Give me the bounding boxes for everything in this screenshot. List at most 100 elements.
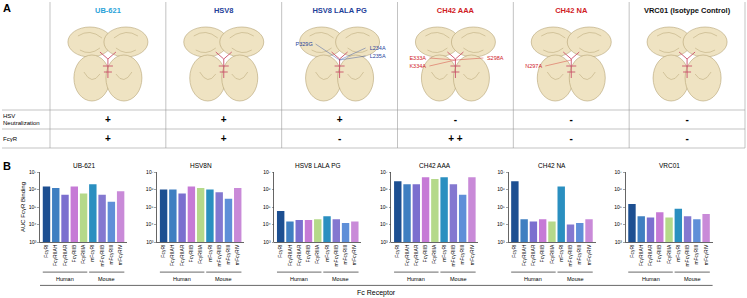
svg-text:mFcγRIII: mFcγRIII (225, 245, 231, 265)
svg-text:+: + (221, 114, 227, 125)
svg-text:mFcγRI: mFcγRI (558, 245, 564, 262)
svg-text:FcγRIIIA: FcγRIIIA (197, 244, 203, 264)
svg-text:AUC FcγR Binding: AUC FcγR Binding (20, 182, 26, 232)
svg-text:Mouse: Mouse (684, 276, 701, 282)
svg-text:10³: 10³ (146, 239, 154, 245)
svg-text:CH42 AAA: CH42 AAA (419, 162, 451, 169)
svg-text:mFcγRI: mFcγRI (324, 245, 330, 262)
svg-text:mFcγRIIB: mFcγRIIB (216, 244, 222, 267)
svg-text:-: - (685, 114, 688, 125)
svg-text:FcγRIIAH: FcγRIIAH (52, 244, 58, 266)
svg-text:10⁴: 10⁴ (146, 221, 154, 227)
svg-text:Human: Human (290, 276, 308, 282)
svg-text:10⁷: 10⁷ (497, 169, 505, 175)
svg-text:mFcγRI: mFcγRI (207, 245, 213, 262)
svg-text:mFcγRIII: mFcγRIII (693, 245, 699, 265)
svg-text:Mouse: Mouse (332, 276, 349, 282)
svg-text:10³: 10³ (29, 239, 37, 245)
svg-text:UB-621: UB-621 (95, 6, 121, 15)
svg-text:10³: 10³ (498, 239, 506, 245)
svg-text:10⁶: 10⁶ (146, 186, 154, 192)
svg-text:mFcγRIV: mFcγRIV (469, 244, 475, 265)
svg-text:FcγRIIAR: FcγRIIAR (530, 244, 536, 266)
svg-text:FcγRI: FcγRI (394, 245, 400, 258)
svg-text:FcγRIIAH: FcγRIIAH (638, 244, 644, 266)
svg-text:FcγRIIB: FcγRIIB (71, 244, 77, 262)
svg-text:CH42 NA: CH42 NA (538, 162, 566, 169)
svg-text:10⁴: 10⁴ (497, 221, 505, 227)
svg-text:mFcγRIV: mFcγRIV (234, 244, 240, 265)
svg-text:FcγRIIAH: FcγRIIAH (521, 244, 527, 266)
svg-text:FcγRI: FcγRI (277, 245, 283, 258)
svg-text:10⁶: 10⁶ (29, 186, 37, 192)
svg-text:-: - (570, 114, 573, 125)
svg-text:Human: Human (173, 276, 191, 282)
svg-text:E333A: E333A (409, 55, 426, 61)
svg-text:CH42 NA: CH42 NA (555, 6, 588, 15)
svg-text:10⁴: 10⁴ (380, 221, 388, 227)
svg-text:L235A: L235A (370, 53, 386, 59)
svg-text:Mouse: Mouse (98, 276, 115, 282)
svg-text:10⁶: 10⁶ (263, 186, 271, 192)
svg-text:10⁷: 10⁷ (263, 169, 271, 175)
svg-text:FcγRIIIA: FcγRIIIA (80, 244, 86, 264)
svg-text:+: + (105, 133, 111, 144)
svg-text:K334A: K334A (409, 63, 426, 69)
svg-text:FcγRIIAR: FcγRIIAR (62, 244, 68, 266)
svg-text:FcγRIIB: FcγRIIB (656, 244, 662, 262)
svg-text:mFcγRIII: mFcγRIII (576, 245, 582, 265)
svg-text:10⁵: 10⁵ (29, 204, 37, 210)
svg-text:10⁵: 10⁵ (263, 204, 271, 210)
svg-text:10⁵: 10⁵ (497, 204, 505, 210)
svg-text:-: - (570, 133, 573, 144)
svg-text:S298A: S298A (487, 55, 504, 61)
svg-text:-: - (338, 133, 341, 144)
svg-text:mFcγRIII: mFcγRIII (108, 245, 114, 265)
svg-text:FcγRI: FcγRI (43, 245, 49, 258)
svg-text:10⁵: 10⁵ (380, 204, 388, 210)
svg-text:FcγRIIAR: FcγRIIAR (647, 244, 653, 266)
svg-text:FcγRIIB: FcγRIIB (422, 244, 428, 262)
svg-text:10⁷: 10⁷ (29, 169, 37, 175)
svg-text:FcγRIIB: FcγRIIB (188, 244, 194, 262)
svg-text:Human: Human (56, 276, 74, 282)
svg-text:mFcγRIIB: mFcγRIIB (450, 244, 456, 267)
svg-text:FcγRIIAR: FcγRIIAR (179, 244, 185, 266)
svg-text:HSV8: HSV8 (214, 6, 234, 15)
svg-text:VRC01 (Isotype Control): VRC01 (Isotype Control) (644, 6, 731, 15)
svg-text:mFcγRIV: mFcγRIV (703, 244, 709, 265)
svg-text:Mouse: Mouse (567, 276, 584, 282)
svg-text:P329G: P329G (296, 41, 313, 47)
svg-text:FcγR: FcγR (3, 136, 18, 142)
svg-text:mFcγRIV: mFcγRIV (117, 244, 123, 265)
svg-text:HSV: HSV (3, 113, 15, 119)
svg-text:FcγRIIIA: FcγRIIIA (431, 244, 437, 264)
svg-text:Neutralization: Neutralization (3, 120, 40, 126)
svg-text:10⁶: 10⁶ (614, 186, 622, 192)
svg-text:mFcγRIII: mFcγRIII (459, 245, 465, 265)
svg-text:FcγRI: FcγRI (511, 245, 517, 258)
svg-text:Human: Human (642, 276, 660, 282)
svg-text:HSV8 LALA PG: HSV8 LALA PG (312, 6, 366, 15)
svg-text:+: + (105, 114, 111, 125)
svg-text:10⁵: 10⁵ (614, 204, 622, 210)
svg-text:-: - (685, 133, 688, 144)
svg-text:10⁷: 10⁷ (615, 169, 623, 175)
svg-text:UB-621: UB-621 (73, 162, 95, 169)
svg-text:N297A: N297A (525, 63, 542, 69)
svg-text:mFcγRI: mFcγRI (441, 245, 447, 262)
svg-text:mFcγRI: mFcγRI (89, 245, 95, 262)
svg-text:A: A (3, 2, 11, 14)
svg-text:10⁶: 10⁶ (497, 186, 505, 192)
svg-text:HSV8 LALA PG: HSV8 LALA PG (295, 162, 341, 169)
svg-text:+: + (221, 133, 227, 144)
svg-text:FcγRIIAH: FcγRIIAH (287, 244, 293, 266)
svg-text:mFcγRIV: mFcγRIV (586, 244, 592, 265)
svg-text:+: + (337, 114, 343, 125)
svg-text:mFcγRIIB: mFcγRIIB (684, 244, 690, 267)
svg-text:mFcγRIIB: mFcγRIIB (333, 244, 339, 267)
svg-text:mFcγRIV: mFcγRIV (351, 244, 357, 265)
svg-text:Human: Human (524, 276, 542, 282)
svg-text:FcγRI: FcγRI (160, 245, 166, 258)
svg-text:-: - (454, 114, 457, 125)
